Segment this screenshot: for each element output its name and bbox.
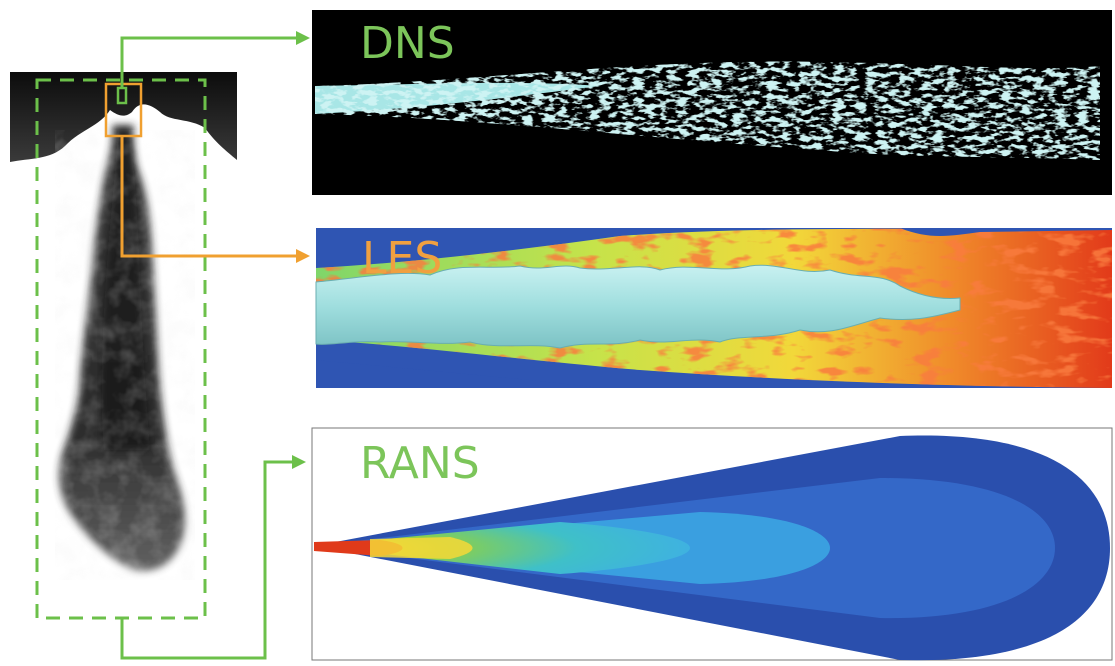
les-connector-arrow (120, 136, 310, 263)
plume-texture (55, 130, 195, 580)
dns-label: DNS (360, 18, 455, 69)
rans-panel: RANS (311, 427, 1113, 661)
dns-connector-arrow (120, 31, 310, 88)
rans-connector-arrow (120, 455, 306, 660)
plume-photograph (10, 72, 237, 580)
les-panel: LES (315, 228, 1112, 388)
rans-label: RANS (360, 438, 480, 489)
dns-panel: DNS (312, 10, 1112, 195)
rans-core-contour (314, 522, 690, 574)
les-jet-isosurface (315, 264, 961, 349)
les-label: LES (362, 233, 442, 284)
